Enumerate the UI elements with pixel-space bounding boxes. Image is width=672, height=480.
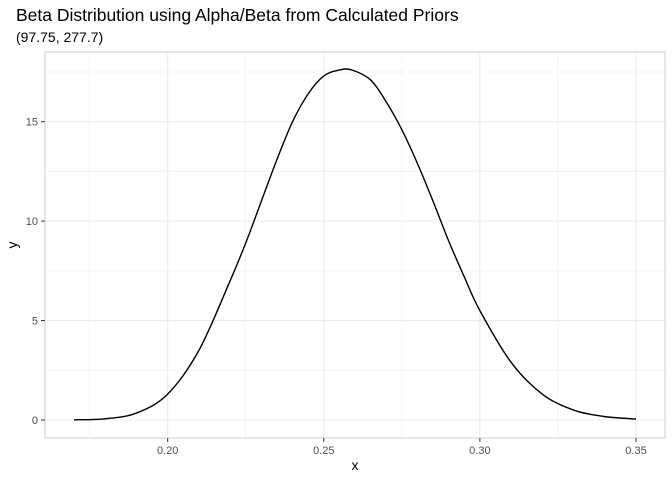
line-series	[73, 68, 637, 421]
chart-subtitle: (97.75, 277.7)	[16, 29, 104, 45]
x-tick-label: 0.35	[625, 445, 646, 457]
y-tick-label: 0	[32, 415, 38, 427]
y-axis-title: y	[4, 242, 20, 249]
density-line	[73, 68, 637, 421]
y-tick-label: 10	[26, 216, 38, 228]
y-tick-label: 15	[26, 117, 38, 129]
x-tick-label: 0.25	[313, 445, 334, 457]
chart-title: Beta Distribution using Alpha/Beta from …	[16, 5, 459, 25]
x-tick-label: 0.20	[157, 445, 178, 457]
x-axis: 0.20 0.25 0.30 0.35	[157, 438, 647, 457]
y-axis: 0 5 10 15	[26, 117, 45, 427]
y-tick-label: 5	[32, 316, 38, 328]
grid-lines	[45, 52, 665, 438]
x-tick-label: 0.30	[469, 445, 490, 457]
plot-panel	[44, 51, 666, 439]
x-axis-title: x	[352, 457, 359, 473]
